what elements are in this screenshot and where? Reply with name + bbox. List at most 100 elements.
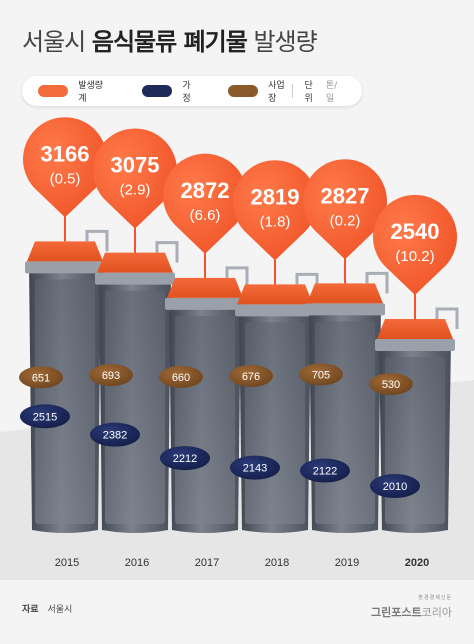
bin-lid-2017 — [167, 277, 243, 298]
business-value-2017: 660 — [172, 372, 190, 384]
legend-item-business: 사업장 — [227, 78, 292, 104]
total-bubble-2019 — [303, 159, 387, 260]
total-change-2018: (1.8) — [260, 213, 291, 230]
bin-rim-2017 — [165, 297, 245, 310]
bin-front-2015 — [35, 279, 95, 524]
source-label: 자료 — [22, 605, 39, 615]
legend-label-total: 발생량 계 — [78, 81, 104, 104]
legend-item-total: 발생량 계 — [38, 78, 112, 104]
brand-logo: 환경경제신문 그린포스트코리아 — [371, 594, 452, 620]
x-tick-label-2019: 2019 — [335, 557, 359, 569]
legend-label-household: 가정 — [182, 81, 191, 104]
total-value-2019: 2827 — [321, 183, 370, 208]
household-ovals-group: 2515 2382 2212 2143 2122 2010 — [20, 404, 420, 498]
bin-rim-2019 — [305, 303, 385, 316]
legend-swatch-household — [142, 85, 173, 97]
household-value-2018: 2143 — [243, 463, 267, 475]
household-mark-2017 — [160, 446, 210, 471]
bin-front-2019 — [315, 321, 375, 524]
bin-lid-2015 — [27, 241, 103, 262]
total-change-2017: (6.6) — [190, 207, 221, 224]
bin-handle-2017 — [225, 266, 249, 288]
legend-swatch-business — [227, 85, 259, 97]
x-tick-label-2017: 2017 — [195, 557, 219, 569]
business-mark-2017 — [159, 365, 203, 388]
bins-group — [25, 229, 459, 533]
bin-handle-2020 — [435, 307, 459, 329]
legend-divider — [291, 84, 293, 98]
brand-name: 그린포스트 — [371, 606, 422, 619]
business-value-2018: 676 — [242, 371, 260, 383]
total-value-2020: 2540 — [391, 219, 440, 244]
legend-label-business: 사업장 — [268, 81, 285, 104]
bin-rim-2020 — [375, 339, 455, 351]
legend-item-household: 가정 — [142, 78, 198, 104]
title-main: 음식물류 폐기물 — [91, 28, 248, 56]
title-suffix: 발생량 — [253, 28, 317, 56]
business-value-2016: 693 — [102, 370, 120, 382]
total-value-2015: 3166 — [41, 141, 90, 166]
total-bubbles-group: 3166 (0.5) 3075 (2.9) 2872 (6.6) 2819 (1.8) 2827… — [23, 117, 457, 319]
bin-lid-2020 — [377, 319, 453, 339]
source-line: 자료 서울시 — [22, 602, 72, 615]
household-mark-2018 — [230, 455, 280, 480]
household-value-2020: 2010 — [383, 481, 407, 493]
total-bubble-2017 — [163, 153, 247, 254]
total-change-2020: (10.2) — [395, 248, 434, 265]
bin-lid-2016 — [97, 252, 173, 273]
household-mark-2020 — [370, 474, 420, 498]
business-value-2020: 530 — [382, 379, 400, 391]
source-value: 서울시 — [47, 605, 73, 615]
business-mark-2015 — [19, 366, 63, 389]
business-mark-2019 — [299, 363, 343, 386]
bin-handle-2016 — [155, 241, 179, 263]
bin-lid-2018 — [237, 284, 313, 305]
bin-front-2018 — [245, 322, 305, 524]
total-bubble-2018 — [233, 160, 317, 261]
legend-swatch-total — [38, 85, 69, 97]
household-value-2015: 2515 — [33, 411, 57, 423]
bin-front-2016 — [105, 290, 165, 524]
title-prefix: 서울시 — [22, 28, 86, 56]
bin-handle-2019 — [365, 271, 389, 294]
brand-tagline: 환경경제신문 — [418, 595, 452, 601]
x-tick-label-2016: 2016 — [125, 557, 149, 569]
bin-rim-2016 — [95, 272, 175, 285]
household-value-2016: 2382 — [103, 430, 127, 442]
business-value-2015: 651 — [32, 372, 50, 384]
unit-value: 톤/일 — [325, 81, 338, 104]
x-axis-labels: 2015 2016 2017 2018 2019 2020 — [55, 557, 429, 569]
total-bubble-2016 — [93, 128, 177, 229]
total-value-2018: 2819 — [251, 184, 300, 209]
x-tick-label-2018: 2018 — [265, 557, 289, 569]
business-ovals-group: 651 693 660 676 705 530 — [19, 363, 413, 395]
unit-label: 단위 — [304, 81, 313, 104]
total-change-2016: (2.9) — [120, 182, 151, 199]
household-mark-2019 — [300, 458, 350, 483]
household-mark-2016 — [90, 422, 140, 447]
x-tick-label-2015: 2015 — [55, 557, 79, 569]
household-mark-2015 — [20, 404, 70, 429]
total-change-2019: (0.2) — [330, 212, 361, 229]
total-change-2015: (0.5) — [50, 170, 81, 187]
bin-front-2017 — [175, 315, 235, 524]
business-mark-2020 — [369, 373, 413, 395]
legend: 발생량 계 가정 사업장 단위 톤/일 — [22, 76, 362, 106]
chart-title: 서울시 음식물류 폐기물 발생량 — [22, 22, 318, 57]
business-value-2019: 705 — [312, 369, 330, 381]
bin-rim-2015 — [25, 261, 105, 274]
total-value-2017: 2872 — [181, 178, 230, 203]
bin-handle-2015 — [85, 229, 109, 252]
business-mark-2018 — [229, 364, 273, 387]
total-bubble-2015 — [23, 117, 107, 218]
bin-lid-2019 — [307, 283, 383, 304]
legend-unit: 단위 톤/일 — [291, 78, 344, 104]
x-tick-label-2020: 2020 — [405, 557, 429, 569]
total-bubble-2020 — [373, 194, 457, 295]
household-value-2017: 2212 — [173, 453, 197, 465]
business-mark-2016 — [89, 364, 133, 387]
household-value-2019: 2122 — [313, 466, 337, 478]
total-value-2016: 3075 — [111, 153, 160, 178]
brand-sub: 코리아 — [421, 606, 452, 619]
